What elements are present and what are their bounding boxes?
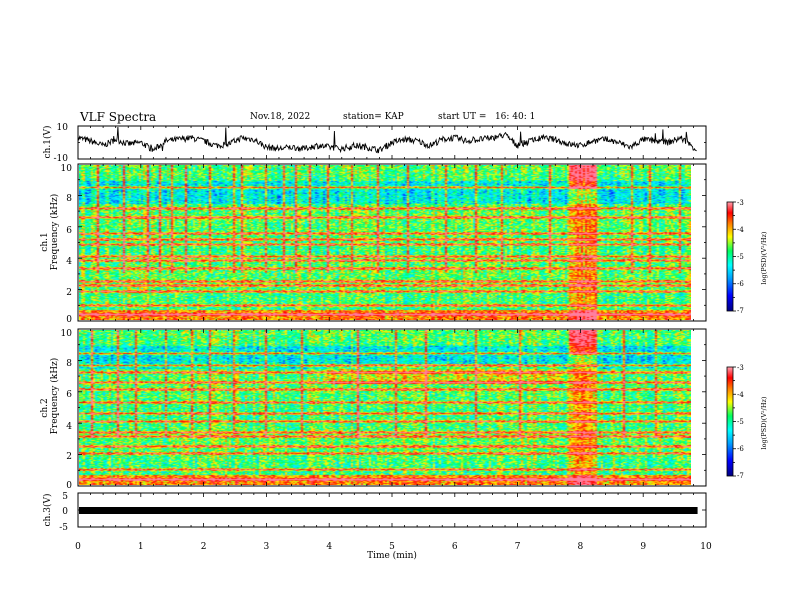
- ch3-waveform-ticks: [77, 492, 707, 528]
- ch1-freq-tick-6: 6: [66, 226, 72, 236]
- ch1-spectrogram-ticks: [77, 163, 707, 322]
- ch1-colorbar-ticks: [733, 201, 736, 312]
- time-tick-9: 9: [640, 542, 646, 552]
- ch3-waveform-ylabel: ch.3(V): [42, 494, 53, 527]
- ch2-spectrogram-ylabel: Frequency (kHz): [49, 358, 60, 435]
- ch2-colorbar-tick-m4: -4: [737, 391, 744, 399]
- ch1-colorbar-tick-m4: -4: [737, 226, 744, 234]
- ch2-spectrogram-image: [79, 330, 691, 485]
- ch3-waveform-panel: 5 0 -5 ch.3(V): [42, 492, 707, 533]
- ch1-waveform-panel: 10 -10 ch.1(V): [42, 123, 707, 164]
- time-tick-6: 6: [452, 542, 458, 552]
- ch2-freq-tick-2: 2: [66, 452, 72, 462]
- ch1-spectrogram-ylabel: Frequency (kHz): [49, 194, 60, 271]
- ch2-colorbar-tick-m3: -3: [737, 364, 744, 372]
- date-label: Nov.18, 2022: [250, 112, 311, 122]
- ch1-freq-tick-0: 0: [66, 315, 72, 325]
- ch2-spectrogram-channel-label: ch.2: [40, 398, 50, 417]
- ch1-colorbar-gradient: [726, 201, 734, 312]
- time-axis: 0 1 2 3 4 5 6 7 8 9 10 Time (min): [75, 542, 712, 561]
- ch1-spectrogram-image: [79, 165, 691, 320]
- ch2-freq-tick-10: 10: [61, 329, 73, 339]
- ch1-colorbar: -3 -4 -5 -6 -7 log(PSD)(V²/Hz): [726, 199, 768, 315]
- time-axis-label: Time (min): [367, 550, 417, 561]
- ch2-colorbar-tick-m6: -6: [737, 445, 744, 453]
- time-tick-1: 1: [138, 542, 144, 552]
- time-tick-4: 4: [326, 542, 332, 552]
- time-tick-5: 5: [389, 542, 395, 552]
- ch2-colorbar-gradient: [726, 366, 734, 477]
- ch2-freq-tick-8: 8: [66, 359, 72, 369]
- time-tick-10: 10: [700, 542, 712, 552]
- ch3-ytick-top: 5: [62, 492, 68, 502]
- ch2-colorbar-tick-m7: -7: [737, 472, 744, 480]
- ch1-waveform-ylabel: ch.1(V): [42, 126, 53, 159]
- ch1-colorbar-tick-m5: -5: [737, 253, 744, 261]
- ch2-freq-tick-4: 4: [66, 422, 72, 432]
- ch2-colorbar-tick-m5: -5: [737, 418, 744, 426]
- time-tick-3: 3: [264, 542, 270, 552]
- ch1-waveform-line: [77, 126, 697, 154]
- ch3-waveform-band: [79, 507, 698, 514]
- ch1-freq-tick-10: 10: [61, 164, 73, 174]
- station-label: station= KAP: [343, 112, 404, 122]
- ch1-freq-tick-2: 2: [66, 288, 72, 298]
- ch2-spectrogram-panel: 0 2 4 6 8 10 ch.2 Frequency (kHz): [40, 328, 707, 491]
- ch2-spectrogram-ticks: [77, 328, 707, 487]
- ch2-colorbar-ticks: [733, 366, 736, 477]
- ch1-spectrogram-panel: 0 2 4 6 8 10 ch.1 Frequency (kHz): [40, 163, 707, 325]
- ch1-freq-tick-8: 8: [66, 194, 72, 204]
- ch2-colorbar: -3 -4 -5 -6 -7 log(PSD)(V²/Hz): [726, 364, 768, 480]
- ch2-freq-tick-0: 0: [66, 481, 72, 491]
- figure-title: VLF Spectra: [80, 110, 157, 124]
- ch1-ytick-bottom: -10: [54, 154, 69, 164]
- ch1-waveform-ticks: [77, 125, 707, 160]
- time-tick-0: 0: [75, 542, 81, 552]
- ch1-colorbar-tick-m3: -3: [737, 199, 744, 207]
- time-tick-2: 2: [201, 542, 207, 552]
- ch1-freq-tick-4: 4: [66, 257, 72, 267]
- ch1-ytick-top: 10: [57, 123, 69, 133]
- time-tick-7: 7: [515, 542, 521, 552]
- start-time-label: start UT = 16: 40: 1: [438, 112, 536, 122]
- ch1-spectrogram-channel-label: ch.1: [40, 232, 50, 251]
- ch3-ytick-mid: 0: [62, 507, 68, 517]
- time-tick-8: 8: [578, 542, 584, 552]
- ch1-colorbar-tick-m7: -7: [737, 307, 744, 315]
- ch2-freq-tick-6: 6: [66, 390, 72, 400]
- ch1-colorbar-tick-m6: -6: [737, 280, 744, 288]
- ch2-colorbar-label: log(PSD)(V²/Hz): [760, 396, 768, 449]
- ch3-ytick-bottom: -5: [59, 523, 68, 533]
- ch1-colorbar-label: log(PSD)(V²/Hz): [760, 231, 768, 284]
